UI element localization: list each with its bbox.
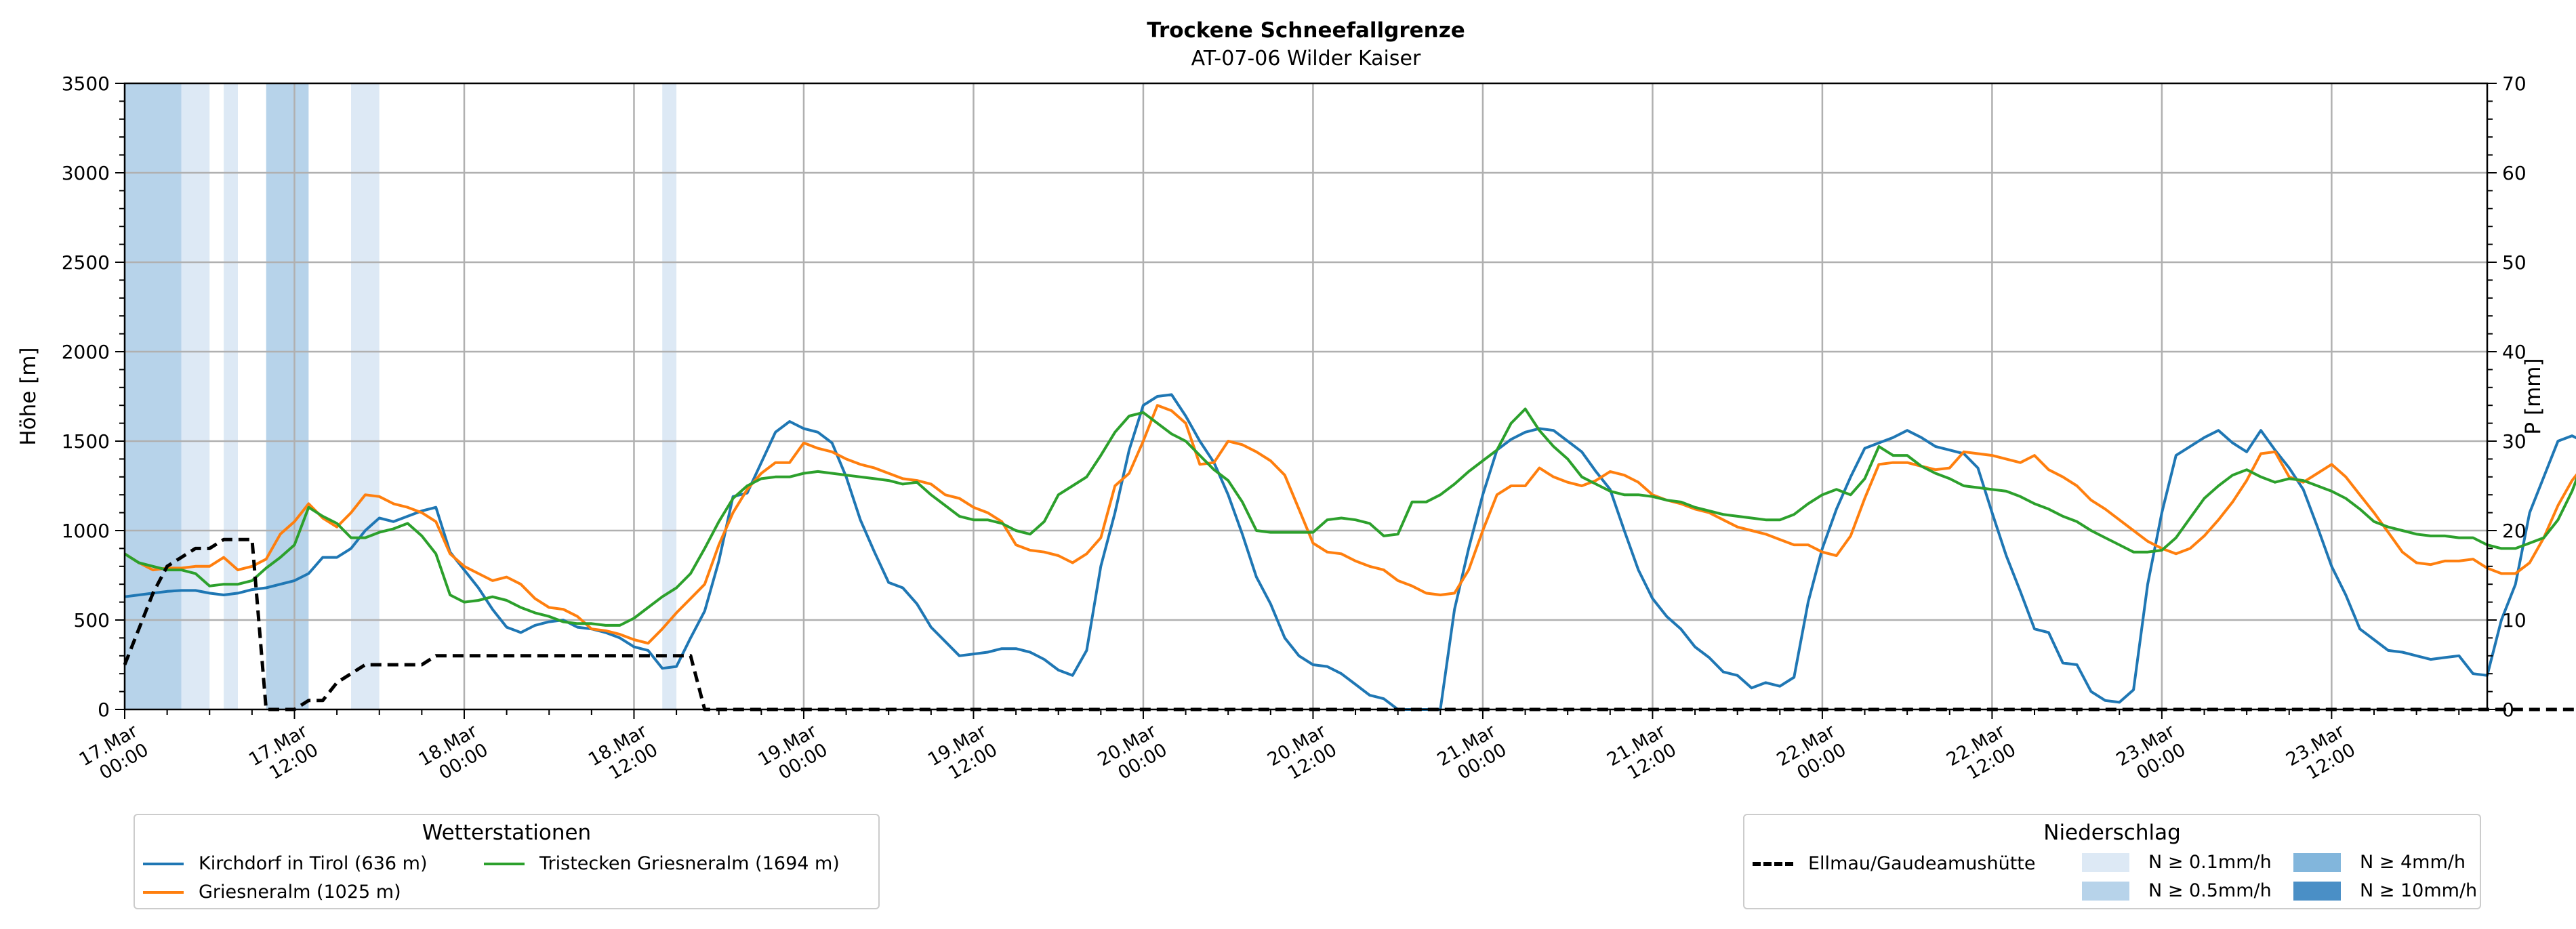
precip-band-1 <box>181 83 210 709</box>
precip-band-2 <box>224 83 238 709</box>
precipitation-legend: Niederschlag Ellmau/Gaudeamushütte N ≥ 0… <box>1743 814 2481 909</box>
legend-label-precip-3: N ≥ 10mm/h <box>2360 880 2478 901</box>
legend-label-precip-2: N ≥ 4mm/h <box>2360 852 2466 873</box>
y-tick-label-2: 1000 <box>62 520 110 542</box>
legend-swatch-kirchdorf <box>143 862 184 865</box>
chart-subtitle: AT-07-06 Wilder Kaiser <box>1191 47 1421 70</box>
y-tick-label-5: 2500 <box>62 251 110 274</box>
legend-label-ellmau: Ellmau/Gaudeamushütte <box>1808 853 2036 874</box>
legend-swatch-precip-0 <box>2082 852 2129 872</box>
legend-swatch-tristecken <box>484 862 525 865</box>
legend-swatch-precip-3 <box>2293 881 2341 901</box>
y2-tick-label-6: 60 <box>2502 162 2527 184</box>
y-axis-right: 0 10 20 30 40 50 60 70 <box>2487 73 2527 721</box>
legend-label-precip-1: N ≥ 0.5mm/h <box>2148 880 2272 901</box>
precip-band-5 <box>662 83 677 709</box>
legend-entry-precip-3: N ≥ 10mm/h <box>2293 880 2477 901</box>
y-tick-label-7: 3500 <box>62 73 110 95</box>
y-tick-label-1: 500 <box>74 609 110 632</box>
precipitation-bands <box>125 83 677 709</box>
y-tick-label-3: 1500 <box>62 430 110 453</box>
legend-swatch-precip-1 <box>2082 881 2129 901</box>
legend-entry-precip-2: N ≥ 4mm/h <box>2293 852 2466 873</box>
legend-entry-griesneralm: Griesneralm (1025 m) <box>143 882 401 903</box>
stations-legend-title: Wetterstationen <box>422 821 592 845</box>
series-line-1 <box>123 404 2576 645</box>
legend-label-kirchdorf: Kirchdorf in Tirol (636 m) <box>199 853 428 874</box>
series-line-2 <box>123 407 2576 627</box>
legend-entry-kirchdorf: Kirchdorf in Tirol (636 m) <box>143 853 427 874</box>
y-tick-label-4: 2000 <box>62 341 110 363</box>
series-line-3 <box>123 537 2576 711</box>
legend-swatch-griesneralm <box>143 890 184 894</box>
precip-band-4 <box>350 83 380 709</box>
precip-band-0 <box>125 83 182 709</box>
legend-entry-precip-0: N ≥ 0.1mm/h <box>2082 852 2272 873</box>
legend-entry-ellmau: Ellmau/Gaudeamushütte <box>1753 853 2035 874</box>
y2-tick-label-1: 10 <box>2502 609 2527 632</box>
y-tick-label-6: 3000 <box>62 162 110 184</box>
y2-tick-label-3: 30 <box>2502 430 2527 453</box>
plot-frame <box>123 82 2489 711</box>
y-tick-label-0: 0 <box>98 699 110 721</box>
y2-tick-label-2: 20 <box>2502 520 2527 542</box>
y-axis-left: 0 500 1000 1500 2000 2500 3000 3500 <box>62 73 125 721</box>
legend-label-griesneralm: Griesneralm (1025 m) <box>199 882 401 903</box>
y2-tick-label-0: 0 <box>2502 699 2514 721</box>
legend-entry-precip-1: N ≥ 0.5mm/h <box>2082 880 2272 901</box>
stations-legend: Wetterstationen Kirchdorf in Tirol (636 … <box>134 814 880 909</box>
y2-tick-label-5: 50 <box>2502 251 2527 274</box>
y2-tick-label-7: 70 <box>2502 73 2527 95</box>
legend-label-precip-0: N ≥ 0.1mm/h <box>2148 852 2272 873</box>
y-axis-label: Höhe [m] <box>16 347 41 445</box>
chart-title: Trockene Schneefallgrenze <box>1147 18 1465 43</box>
legend-swatch-ellmau <box>1753 861 1793 866</box>
legend-swatch-precip-2 <box>2293 852 2341 872</box>
precipitation-legend-title: Niederschlag <box>2043 821 2181 845</box>
precip-band-3 <box>266 83 309 709</box>
grid-lines <box>125 83 2487 709</box>
legend-entry-tristecken: Tristecken Griesneralm (1694 m) <box>484 853 840 874</box>
legend-label-tristecken: Tristecken Griesneralm (1694 m) <box>539 853 840 874</box>
y2-tick-label-4: 40 <box>2502 341 2527 363</box>
y2-axis-label: P [mm] <box>2521 358 2546 434</box>
